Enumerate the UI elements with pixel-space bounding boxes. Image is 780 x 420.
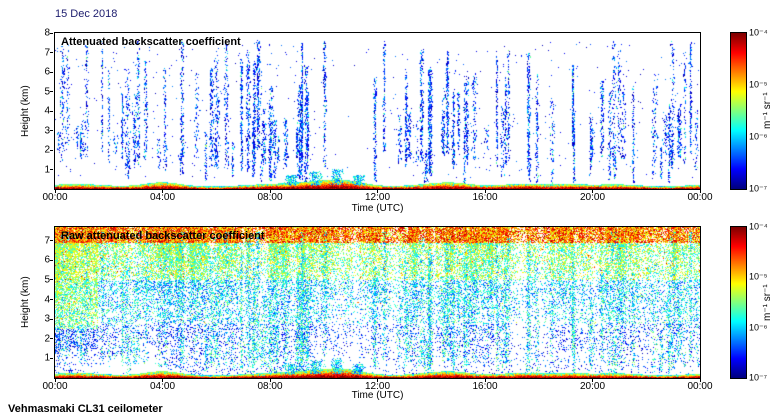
x-tick-mark — [377, 190, 378, 193]
x-tick-label: 20:00 — [579, 192, 606, 203]
x-tick-label: 12:00 — [364, 381, 391, 392]
y-tick-mark — [50, 32, 53, 34]
colorbar-tick-label: 10⁻⁶ — [749, 131, 768, 142]
y-tick-mark — [50, 91, 53, 92]
x-axis-label-bottom: Time (UTC) — [351, 390, 404, 401]
y-tick-mark — [50, 52, 53, 53]
x-tick-label: 08:00 — [257, 381, 283, 392]
y-tick-mark — [50, 318, 53, 320]
colorbar-tick-label: 10⁻⁴ — [749, 221, 768, 232]
x-tick-mark — [699, 379, 701, 382]
top-panel-title: Attenuated backscatter coefficient — [61, 36, 241, 48]
y-tick-mark — [50, 169, 53, 170]
colorbar-top-canvas — [730, 32, 747, 190]
x-tick-label: 12:00 — [364, 192, 391, 203]
colorbar-bottom-canvas — [730, 226, 747, 379]
x-tick-label: 04:00 — [149, 192, 176, 203]
top-heatmap-canvas — [54, 32, 701, 190]
y-tick-label: 5 — [44, 86, 50, 97]
colorbar-tick-label: 10⁻⁷ — [749, 372, 768, 383]
x-tick-label: 20:00 — [579, 381, 606, 392]
x-tick-label: 16:00 — [472, 192, 498, 203]
y-tick-label: 1 — [44, 352, 50, 364]
x-tick-mark — [484, 379, 486, 382]
x-tick-mark — [54, 379, 56, 382]
colorbar-tick-label: 10⁻⁷ — [749, 183, 768, 194]
x-tick-label: 00:00 — [687, 192, 713, 203]
y-tick-label: 7 — [44, 47, 50, 58]
x-tick-mark — [699, 190, 701, 193]
y-tick-label: 3 — [44, 125, 50, 136]
colorbar-unit-label-bottom: m⁻¹ sr⁻¹ — [762, 284, 773, 321]
y-tick-mark — [50, 259, 53, 261]
x-tick-label: 08:00 — [257, 192, 283, 203]
x-tick-mark — [54, 190, 56, 193]
y-tick-label: 2 — [44, 333, 50, 345]
x-tick-label: 00:00 — [687, 381, 713, 392]
y-tick-label: 4 — [44, 105, 50, 117]
y-tick-mark — [50, 357, 53, 359]
footer-instrument-label: Vehmasmaki CL31 ceilometer — [8, 403, 163, 415]
y-tick-mark — [50, 130, 53, 131]
colorbar-tick-label: 10⁻⁴ — [749, 27, 768, 38]
y-tick-label: 3 — [44, 313, 50, 325]
x-tick-mark — [377, 379, 378, 382]
y-tick-label: 5 — [44, 274, 50, 286]
bottom-panel-title: Raw attenuated backscatter coefficient — [61, 230, 265, 242]
x-axis-label-top: Time (UTC) — [351, 203, 404, 214]
y-axis-label-top: Height (km) — [20, 85, 31, 137]
y-axis-label-bottom: Height (km) — [20, 276, 31, 329]
x-tick-label: 16:00 — [472, 381, 498, 392]
x-tick-mark — [484, 190, 486, 193]
y-tick-mark — [50, 149, 53, 151]
x-tick-label: 00:00 — [42, 192, 68, 203]
y-tick-mark — [50, 279, 53, 281]
y-tick-mark — [50, 240, 53, 242]
y-tick-label: 4 — [44, 294, 50, 306]
y-tick-mark — [50, 110, 53, 112]
colorbar-unit-label-top: m⁻¹ sr⁻¹ — [762, 92, 773, 130]
x-tick-mark — [269, 379, 271, 382]
y-tick-label: 6 — [44, 66, 50, 78]
colorbar-tick-label: 10⁻⁶ — [749, 322, 768, 333]
x-tick-label: 00:00 — [42, 381, 68, 392]
x-tick-mark — [162, 379, 163, 382]
y-tick-label: 7 — [44, 235, 50, 247]
y-tick-label: 1 — [44, 164, 50, 175]
y-tick-label: 8 — [44, 27, 50, 39]
y-tick-label: 6 — [44, 254, 50, 266]
y-tick-mark — [50, 299, 53, 301]
colorbar-tick-label: 10⁻⁵ — [749, 271, 768, 282]
x-tick-mark — [269, 190, 271, 193]
date-label: 15 Dec 2018 — [55, 8, 118, 20]
y-tick-mark — [50, 338, 53, 340]
y-tick-mark — [50, 71, 53, 73]
x-tick-mark — [162, 190, 163, 193]
y-tick-label: 2 — [44, 144, 50, 156]
x-tick-label: 04:00 — [149, 381, 176, 392]
x-tick-mark — [592, 190, 593, 193]
bottom-heatmap-canvas — [54, 226, 701, 379]
colorbar-tick-label: 10⁻⁵ — [749, 79, 768, 90]
x-tick-mark — [592, 379, 593, 382]
